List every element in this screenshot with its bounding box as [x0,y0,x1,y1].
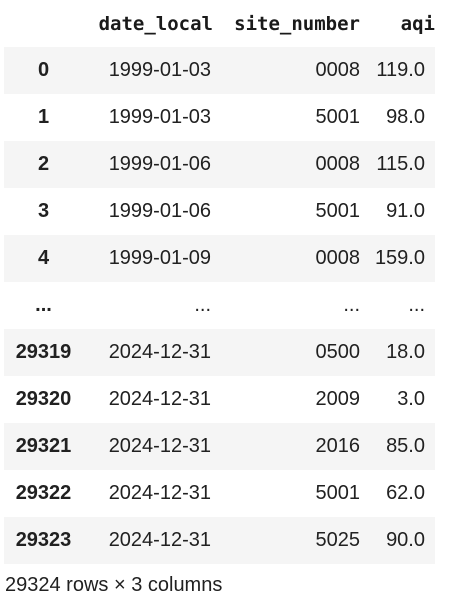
table-row: 29319 2024-12-31 0500 18.0 [4,329,435,376]
table-row: 2 1999-01-06 0008 115.0 [4,141,435,188]
column-header-date-local: date_local [98,12,213,35]
cell-site-number: ... [343,294,360,316]
cell-date-local: 1999-01-03 [108,106,211,128]
dataframe-table: date_local site_number aqi 0 1999-01-03 … [4,0,435,564]
cell-aqi: 119.0 [376,59,425,81]
cell-aqi: ... [408,294,425,316]
row-index: 29320 [15,388,72,410]
table-row: 29322 2024-12-31 5001 62.0 [4,470,435,517]
cell-aqi: 159.0 [374,247,425,269]
row-index: 29323 [15,529,72,551]
row-index: 29322 [15,482,72,504]
index-header [4,0,83,47]
cell-aqi: 85.0 [386,435,425,457]
table-row: 4 1999-01-09 0008 159.0 [4,235,435,282]
table-row: 29323 2024-12-31 5025 90.0 [4,517,435,564]
cell-date-local: ... [194,294,211,316]
table-body: 0 1999-01-03 0008 119.0 1 1999-01-03 500… [4,47,435,564]
cell-date-local: 2024-12-31 [108,529,211,551]
row-index: 29321 [15,435,72,457]
cell-date-local: 1999-01-03 [108,59,211,81]
cell-site-number: 0008 [315,59,361,81]
table-header: date_local site_number aqi [4,0,435,47]
cell-aqi: 18.0 [386,341,425,363]
cell-aqi: 98.0 [386,106,425,128]
cell-date-local: 2024-12-31 [108,482,211,504]
cell-date-local: 2024-12-31 [108,388,211,410]
cell-aqi: 62.0 [386,482,425,504]
column-header-site-number: site_number [234,12,360,35]
cell-date-local: 1999-01-09 [108,247,211,269]
table-row: 3 1999-01-06 5001 91.0 [4,188,435,235]
cell-aqi: 91.0 [386,200,425,222]
cell-site-number: 5001 [315,482,361,504]
table-row: 29321 2024-12-31 2016 85.0 [4,423,435,470]
row-index: 29319 [15,341,72,363]
header-row: date_local site_number aqi [4,0,435,47]
table-row: 0 1999-01-03 0008 119.0 [4,47,435,94]
cell-aqi: 115.0 [376,153,425,175]
cell-aqi: 90.0 [386,529,425,551]
cell-site-number: 2016 [315,435,361,457]
table-row-ellipsis: ... ... ... ... [4,282,435,329]
cell-site-number: 0008 [315,153,361,175]
cell-date-local: 1999-01-06 [108,153,211,175]
cell-site-number: 5001 [315,106,361,128]
row-index: 3 [37,200,50,222]
cell-date-local: 2024-12-31 [108,435,211,457]
cell-site-number: 2009 [315,388,361,410]
cell-date-local: 2024-12-31 [108,341,211,363]
cell-aqi: 3.0 [397,388,425,410]
cell-site-number: 5001 [315,200,361,222]
row-index: ... [35,294,52,316]
cell-site-number: 0008 [315,247,361,269]
cell-site-number: 0500 [315,341,361,363]
cell-date-local: 1999-01-06 [108,200,211,222]
column-header-aqi: aqi [400,12,435,35]
cell-site-number: 5025 [315,529,361,551]
row-index: 2 [37,153,50,175]
dataframe-shape-label: 29324 rows × 3 columns [5,574,223,596]
row-index: 0 [37,59,50,81]
table-row: 29320 2024-12-31 2009 3.0 [4,376,435,423]
row-index: 4 [37,247,50,269]
table-row: 1 1999-01-03 5001 98.0 [4,94,435,141]
row-index: 1 [37,106,50,128]
